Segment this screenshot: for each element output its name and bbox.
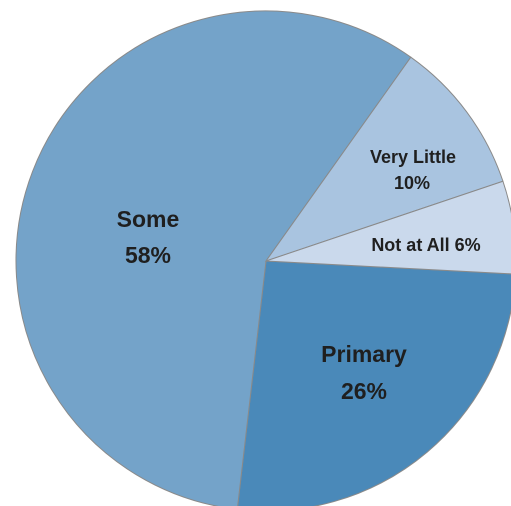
pie-slice-not-at-all xyxy=(265,180,511,275)
pie-slice-primary xyxy=(237,260,511,506)
label-primary-pct: 26% xyxy=(341,378,387,404)
label-some: Some xyxy=(117,206,180,232)
pie-labels: Some 58% Very Little 10% Not at All 6% P… xyxy=(117,147,481,404)
label-primary: Primary xyxy=(321,341,407,367)
label-very-little-pct: 10% xyxy=(394,173,430,193)
label-not-at-all: Not at All 6% xyxy=(371,235,480,255)
label-very-little: Very Little xyxy=(370,147,456,167)
label-some-pct: 58% xyxy=(125,242,171,268)
pie-slices xyxy=(15,10,511,506)
pie-slice-very-little xyxy=(264,56,504,262)
pie-slice-some xyxy=(15,10,412,506)
